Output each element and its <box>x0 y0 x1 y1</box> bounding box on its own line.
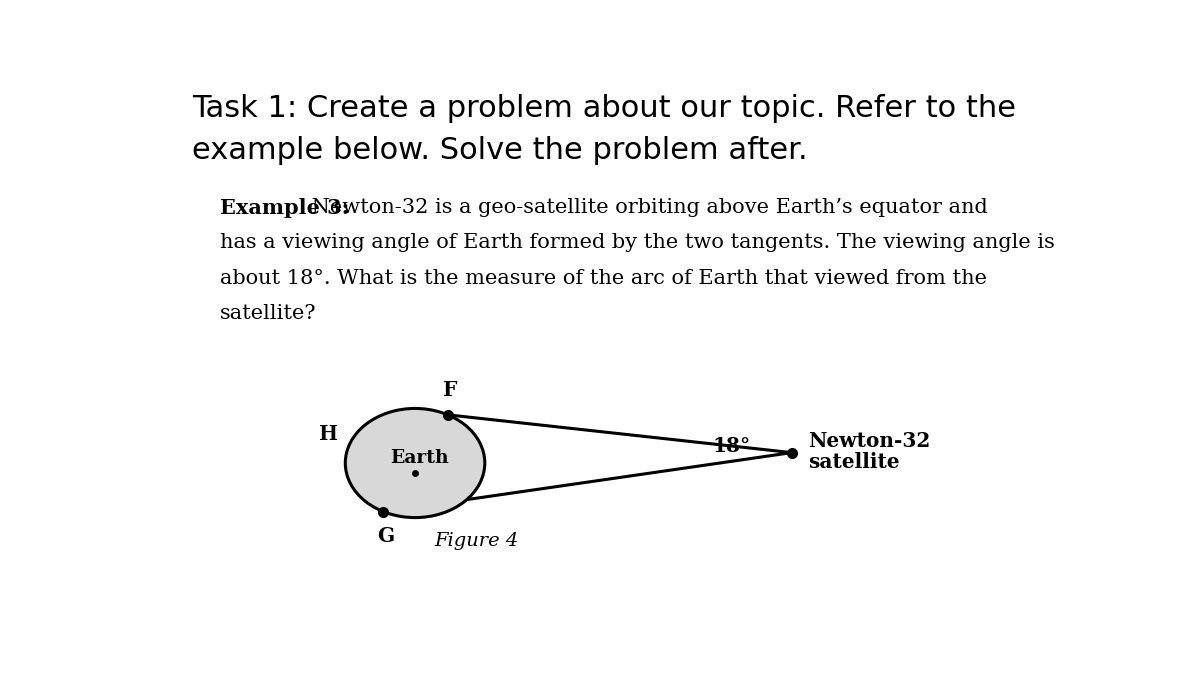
Text: satellite: satellite <box>809 452 900 472</box>
Text: H: H <box>319 425 338 444</box>
Text: Example 3:: Example 3: <box>220 198 349 218</box>
Ellipse shape <box>346 408 485 518</box>
Text: F: F <box>443 380 457 400</box>
Text: has a viewing angle of Earth formed by the two tangents. The viewing angle is: has a viewing angle of Earth formed by t… <box>220 234 1055 252</box>
Text: Task 1: Create a problem about our topic. Refer to the: Task 1: Create a problem about our topic… <box>192 94 1016 123</box>
Text: G: G <box>378 526 395 546</box>
Text: Newton-32 is a geo-satellite orbiting above Earth’s equator and: Newton-32 is a geo-satellite orbiting ab… <box>305 198 988 217</box>
Text: satellite?: satellite? <box>220 304 317 323</box>
Text: Earth: Earth <box>390 449 449 467</box>
Text: Figure 4: Figure 4 <box>434 533 518 550</box>
Text: 18°: 18° <box>712 436 750 456</box>
Text: about 18°. What is the measure of the arc of Earth that viewed from the: about 18°. What is the measure of the ar… <box>220 269 986 288</box>
Text: Newton-32: Newton-32 <box>809 431 931 451</box>
Text: example below. Solve the problem after.: example below. Solve the problem after. <box>192 136 808 165</box>
